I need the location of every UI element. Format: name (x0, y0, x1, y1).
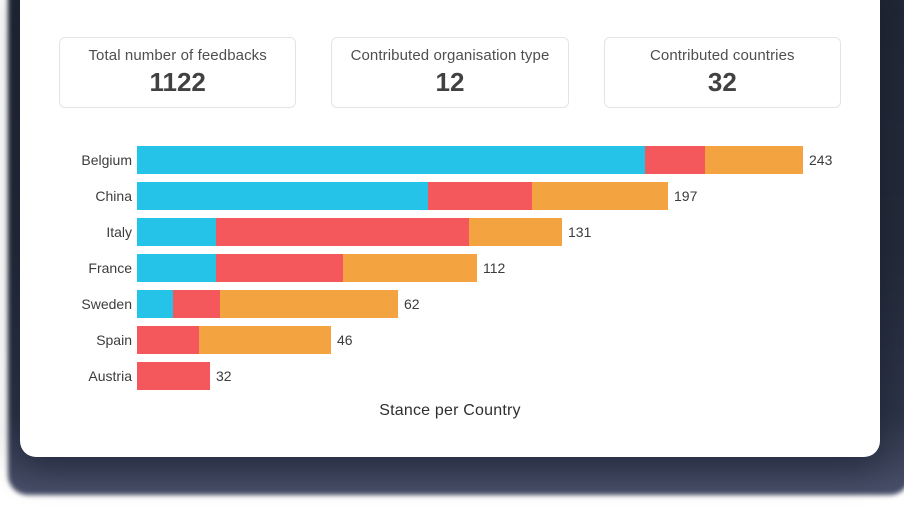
stat-card-organisation-type: Contributed organisation type 12 (331, 37, 569, 108)
chart-row: Belgium 243 (20, 146, 880, 174)
bar-value-label: 197 (674, 188, 698, 204)
bar-track (137, 146, 803, 174)
bar-segment-stance-orange[interactable] (705, 146, 803, 174)
bar-segment-stance-cyan[interactable] (137, 182, 428, 210)
bar-track (137, 362, 210, 390)
stat-label: Contributed organisation type (350, 47, 550, 64)
bar-segment-stance-orange[interactable] (343, 254, 477, 282)
chart-row: France 112 (20, 254, 880, 282)
bar-segment-stance-cyan[interactable] (137, 290, 173, 318)
stat-value: 1122 (149, 67, 206, 97)
bar-value-label: 46 (337, 332, 353, 348)
bar-track (137, 182, 668, 210)
stat-value: 32 (707, 67, 737, 97)
category-label: Belgium (81, 152, 132, 168)
chart-row: Italy 131 (20, 218, 880, 246)
bar-segment-stance-red[interactable] (428, 182, 532, 210)
chart-row: Austria 32 (20, 362, 880, 390)
bar-segment-stance-orange[interactable] (199, 326, 331, 354)
stat-card-countries: Contributed countries 32 (603, 37, 841, 108)
category-label: Sweden (81, 296, 132, 312)
bar-segment-stance-red[interactable] (216, 254, 343, 282)
category-label: Austria (88, 368, 132, 384)
chart-title: Stance per Country (379, 402, 521, 419)
stance-chart: Belgium 243 China 197 Italy 131 France 112 Swede… (20, 146, 880, 420)
bar-value-label: 112 (483, 260, 506, 276)
bar-value-label: 131 (568, 224, 592, 240)
bar-segment-stance-cyan[interactable] (137, 254, 216, 282)
category-label: France (88, 260, 132, 276)
bar-segment-stance-red[interactable] (216, 218, 469, 246)
bar-segment-stance-cyan[interactable] (137, 218, 216, 246)
category-label: China (95, 188, 132, 204)
bar-segment-stance-red[interactable] (173, 290, 220, 318)
bar-segment-stance-orange[interactable] (532, 182, 668, 210)
bar-track (137, 326, 331, 354)
bar-segment-stance-orange[interactable] (469, 218, 562, 246)
stat-value: 12 (435, 67, 465, 97)
bar-value-label: 243 (809, 152, 833, 168)
bar-track (137, 290, 398, 318)
stat-label: Total number of feedbacks (88, 47, 267, 64)
chart-rows: Belgium 243 China 197 Italy 131 France 112 Swede… (20, 146, 880, 390)
bar-segment-stance-red[interactable] (645, 146, 705, 174)
bar-segment-stance-orange[interactable] (220, 290, 398, 318)
chart-row: China 197 (20, 182, 880, 210)
bar-value-label: 62 (404, 296, 420, 312)
stats-row: Total number of feedbacks 1122 Contribut… (59, 37, 841, 108)
chart-row: Sweden 62 (20, 290, 880, 318)
bar-value-label: 32 (216, 368, 232, 384)
bar-segment-stance-cyan[interactable] (137, 146, 645, 174)
bar-segment-stance-red[interactable] (137, 362, 210, 390)
bar-track (137, 254, 477, 282)
stat-label: Contributed countries (649, 47, 795, 64)
chart-row: Spain 46 (20, 326, 880, 354)
bar-segment-stance-red[interactable] (137, 326, 199, 354)
category-label: Italy (106, 224, 132, 240)
bar-track (137, 218, 562, 246)
stat-card-total-feedbacks: Total number of feedbacks 1122 (59, 37, 297, 108)
dashboard-card: Total number of feedbacks 1122 Contribut… (20, 0, 880, 457)
category-label: Spain (96, 332, 132, 348)
